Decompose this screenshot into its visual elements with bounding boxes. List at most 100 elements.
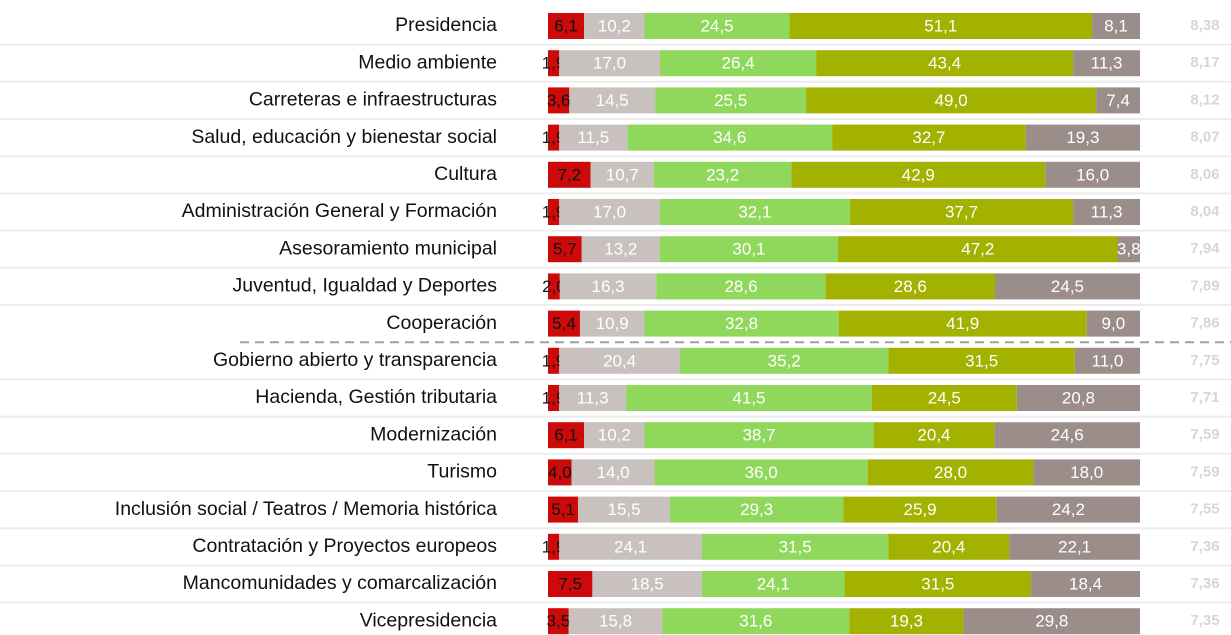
value-label: 8,1 [1104, 16, 1128, 35]
bar-segment [825, 273, 995, 300]
score-label: 7,59 [1190, 426, 1219, 443]
bar-segment [806, 87, 1097, 114]
value-label: 10,2 [598, 16, 631, 35]
score-label: 8,38 [1190, 17, 1219, 34]
value-label: 9,0 [1102, 314, 1126, 333]
value-label: 32,7 [912, 128, 945, 147]
bar-segment [584, 422, 645, 449]
bar-segment [548, 571, 593, 597]
value-label: 19,3 [890, 612, 923, 631]
bar-segment [548, 347, 560, 374]
bar-segment [548, 87, 570, 114]
bar-segment [548, 459, 572, 486]
value-label: 6,1 [554, 16, 578, 35]
bar-segment [644, 13, 790, 39]
bar-segment [849, 608, 964, 635]
value-label: 20,4 [917, 426, 950, 445]
value-label: 14,5 [596, 91, 629, 110]
value-label: 24,1 [757, 574, 790, 593]
value-label: 24,2 [1052, 500, 1085, 519]
value-label: 24,5 [1051, 277, 1084, 296]
category-label: Administración General y Formación [182, 200, 497, 222]
bar-segment [873, 422, 995, 449]
score-label: 7,35 [1190, 612, 1219, 629]
bar-segment [548, 496, 579, 523]
bar-segment [994, 422, 1140, 449]
value-label: 5,4 [552, 314, 576, 333]
value-label: 13,2 [604, 240, 637, 259]
bar-segment [559, 50, 660, 77]
category-label: Inclusión social / Teatros / Memoria his… [115, 498, 497, 520]
value-label: 49,0 [935, 91, 968, 110]
category-label: Cultura [434, 163, 497, 185]
score-label: 8,17 [1190, 54, 1219, 71]
bar-segment [559, 347, 681, 374]
value-label: 10,2 [598, 426, 631, 445]
value-label: 14,0 [597, 463, 630, 482]
bar-segment [571, 459, 655, 486]
bar-segment [669, 496, 844, 523]
category-label: Turismo [427, 461, 497, 483]
bar-segment [1033, 459, 1140, 486]
value-label: 31,5 [965, 351, 998, 370]
value-label: 43,4 [928, 54, 961, 73]
category-label: Carreteras e infraestructuras [249, 89, 497, 111]
bar-segment [680, 347, 889, 374]
score-label: 8,04 [1190, 203, 1220, 220]
category-label: Asesoramiento municipal [279, 237, 497, 259]
bar-segment [659, 236, 839, 263]
value-label: 25,9 [904, 500, 937, 519]
bar-segment [1025, 124, 1140, 151]
bar-segment [568, 608, 663, 635]
value-label: 11,5 [577, 128, 609, 147]
value-label: 10,9 [596, 314, 629, 333]
bar-segment [548, 533, 560, 560]
bar-segment [655, 87, 807, 114]
score-label: 8,07 [1190, 129, 1219, 146]
value-label: 11,3 [577, 388, 609, 407]
bar-segment [838, 310, 1087, 337]
category-label: Salud, educación y bienestar social [191, 126, 497, 148]
value-label: 16,3 [592, 277, 625, 296]
bar-segment [548, 273, 560, 300]
value-label: 36,0 [745, 463, 778, 482]
value-label: 7,5 [558, 574, 582, 593]
bar-segment [654, 459, 868, 486]
bar-segment [789, 13, 1093, 39]
value-label: 24,5 [928, 388, 961, 407]
score-label: 7,59 [1190, 463, 1219, 480]
value-label: 15,8 [599, 612, 632, 631]
bar-segment [662, 608, 850, 635]
value-label: 5,7 [553, 240, 577, 259]
bar-segment [548, 236, 582, 263]
value-label: 41,9 [946, 314, 979, 333]
score-label: 7,36 [1190, 538, 1219, 555]
bar-segment [849, 199, 1074, 225]
bar-segment [653, 161, 792, 188]
value-label: 19,3 [1066, 128, 1099, 147]
score-label: 7,75 [1190, 352, 1219, 369]
value-label: 18,5 [631, 574, 664, 593]
category-label: Mancomunidades y comarcalización [183, 572, 497, 594]
value-label: 24,1 [614, 537, 647, 556]
bar-segment [559, 385, 627, 411]
bar-segment [791, 161, 1046, 188]
bar-segment [701, 571, 845, 597]
bar-segment [627, 124, 833, 151]
value-label: 7,2 [557, 165, 581, 184]
category-label: Juventud, Igualdad y Deportes [232, 275, 497, 297]
category-label: Modernización [370, 423, 497, 445]
bar-segment [888, 533, 1010, 560]
value-label: 10,7 [606, 165, 639, 184]
value-label: 11,0 [1092, 351, 1124, 370]
value-label: 20,8 [1062, 388, 1095, 407]
bar-segment [888, 347, 1075, 374]
value-label: 23,2 [706, 165, 739, 184]
value-label: 28,6 [894, 277, 927, 296]
bar-segment [1117, 236, 1140, 263]
bar-segment [548, 199, 560, 225]
value-label: 37,7 [945, 202, 978, 221]
category-label: Cooperación [386, 312, 497, 334]
value-label: 11,3 [1091, 54, 1123, 73]
